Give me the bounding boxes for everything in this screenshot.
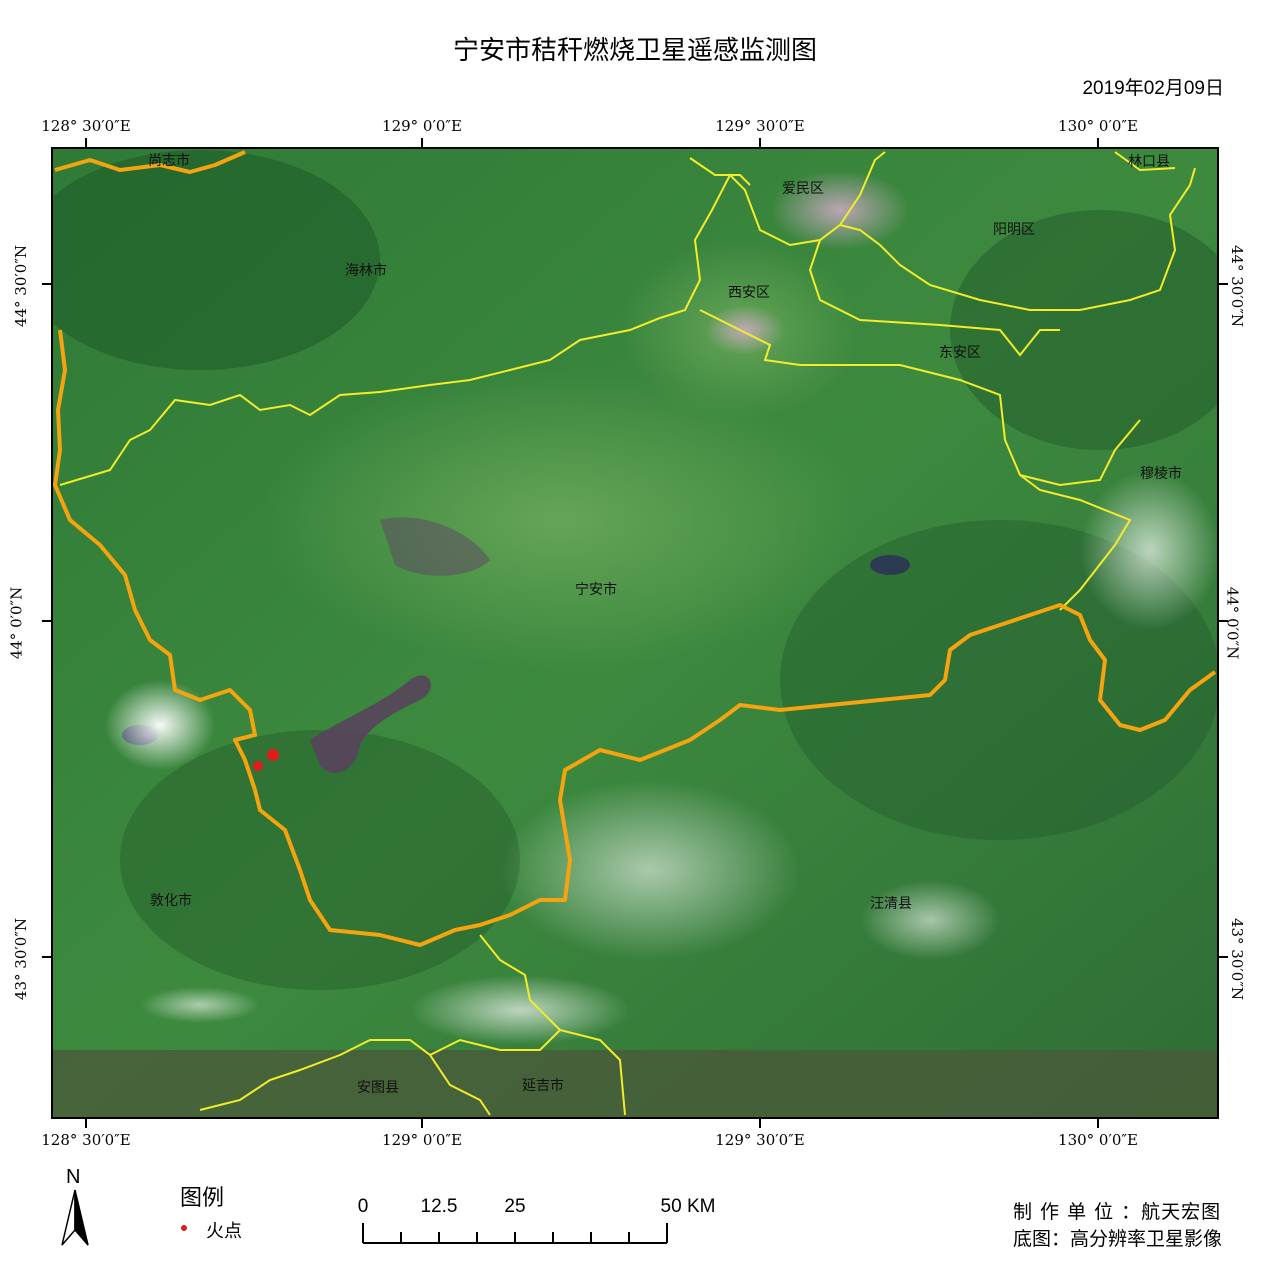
place-label: 穆棱市 [1140,465,1182,482]
place-label: 宁安市 [575,581,617,598]
place-label: 安图县 [357,1080,399,1096]
place-label: 延吉市 [522,1077,564,1094]
fire-point[interactable] [267,749,279,761]
place-label: 海林市 [345,262,387,279]
scale-label-50: 50 KM [661,1196,716,1218]
scale-label-25: 25 [504,1196,525,1218]
scale-label-12-5: 12.5 [421,1196,458,1218]
place-label: 西安区 [728,285,770,301]
fire-point[interactable] [253,761,263,771]
satellite-basemap [20,148,1250,1118]
place-label: 林口县 [1128,154,1170,170]
place-label: 东安区 [939,345,981,361]
fire-legend-icon [181,1225,187,1231]
legend-item-label: 火点 [206,1217,242,1243]
place-label: 爱民区 [782,181,824,197]
place-label: 汪清县 [870,896,912,912]
credit-basemap: 底图：高分辨率卫星影像 [1013,1224,1222,1251]
place-label: 尚志市 [148,152,190,169]
place-label: 敦化市 [150,892,192,909]
place-label: 阳明区 [993,222,1035,238]
north-label: N [66,1166,80,1189]
legend-title: 图例 [180,1180,224,1212]
credit-maker: 制 作 单 位 ：航天宏图 [1013,1197,1221,1224]
scale-bar [363,1223,667,1243]
scale-label-0: 0 [358,1196,369,1218]
north-arrow-icon [62,1190,88,1245]
